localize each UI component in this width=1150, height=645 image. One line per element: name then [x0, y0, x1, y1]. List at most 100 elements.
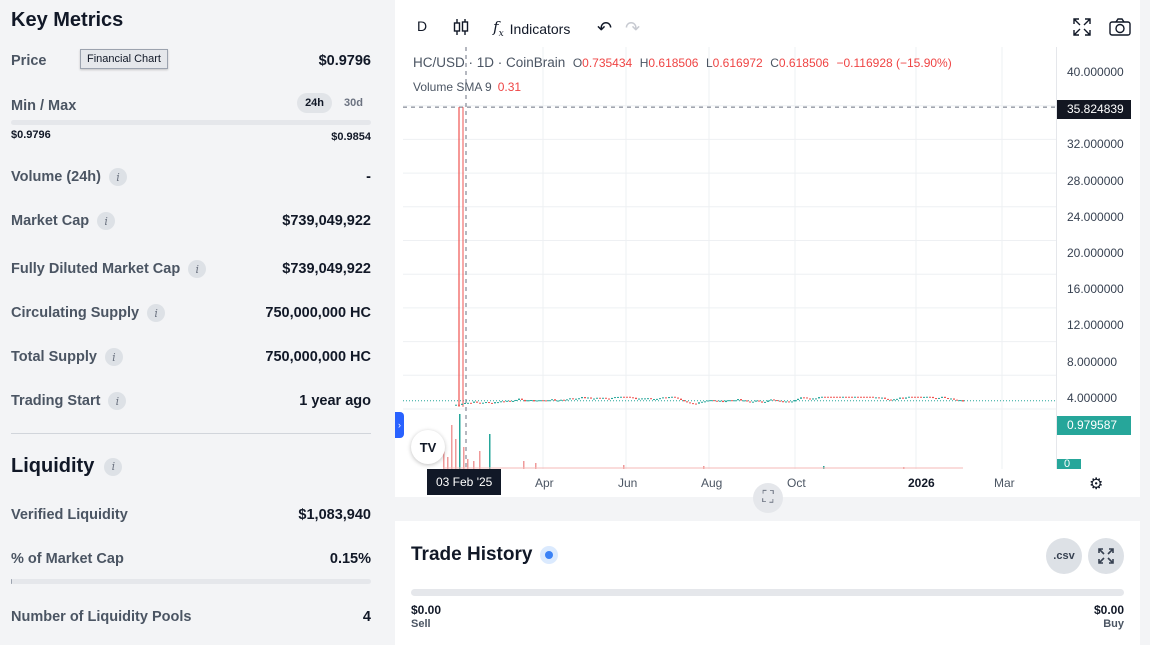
candle [875, 397, 877, 399]
fdmc-value: $739,049,922 [282, 261, 371, 277]
candle [725, 400, 727, 403]
camera-icon[interactable] [1109, 18, 1131, 36]
candle [932, 396, 934, 399]
candle [803, 397, 805, 399]
high-key: H [639, 56, 649, 70]
candle [866, 396, 868, 398]
undo-icon[interactable]: ↶ [597, 18, 613, 38]
indicators-button[interactable]: fx Indicators [493, 18, 570, 39]
key-metrics-panel: Key Metrics Price Financial Chart $0.979… [0, 0, 383, 645]
circulating-supply-label: Circulating Supply i [11, 304, 166, 322]
price-chart[interactable]: D fx Indicators ↶ ↷ HC/USD · 1D · CoinBr… [395, 0, 1140, 497]
chevron-right-icon[interactable]: › [395, 412, 404, 438]
high-value: 0.618506 [648, 56, 699, 70]
candle [581, 396, 583, 399]
price-axis[interactable]: 40.000000 35.824839 32.000000 28.000000 … [1056, 47, 1140, 470]
volume-bar [455, 439, 457, 469]
candle [872, 396, 874, 398]
pct-market-cap-label: % of Market Cap [11, 551, 124, 567]
interval-button[interactable]: D [417, 18, 428, 34]
info-icon[interactable]: i [188, 260, 207, 278]
candle [575, 398, 577, 400]
chart-plot-area[interactable] [403, 47, 1056, 469]
buy-label: Buy [1103, 618, 1124, 630]
candle [845, 396, 847, 398]
candle [785, 401, 787, 403]
candle [941, 396, 943, 398]
y-tick: 32.000000 [1067, 137, 1124, 151]
tradingview-logo[interactable]: TV [411, 430, 445, 464]
minmax-label: Min / Max [11, 98, 77, 114]
candle [488, 402, 490, 404]
low-value: 0.616972 [712, 56, 763, 70]
candle [806, 397, 808, 399]
candle [599, 397, 601, 399]
candle [653, 399, 655, 401]
volume-bar [479, 451, 481, 469]
candle [590, 397, 592, 399]
candle [911, 396, 913, 398]
settings-icon[interactable]: ⚙ [1089, 476, 1104, 493]
candle [566, 399, 568, 401]
candle [524, 399, 526, 402]
candle [881, 397, 883, 399]
info-icon[interactable]: i [108, 168, 127, 186]
low-key: L [705, 56, 713, 70]
candles-icon[interactable] [453, 18, 469, 36]
candle [464, 402, 466, 404]
range-toggle[interactable]: 24h 30d [297, 93, 371, 113]
candle [887, 398, 889, 400]
candle [734, 400, 736, 402]
candle [470, 402, 472, 404]
candle [920, 396, 922, 398]
candle [860, 396, 862, 398]
candle [620, 396, 622, 398]
candle [536, 400, 538, 402]
x-tick: Apr [535, 476, 554, 490]
candle [623, 396, 625, 398]
candle [740, 399, 742, 401]
candle [902, 397, 904, 399]
candle [611, 397, 613, 400]
market-cap-label: Market Cap i [11, 212, 116, 230]
crosshair-price-badge: 35.824839 [1057, 100, 1131, 119]
divider [11, 433, 371, 434]
candle [917, 396, 919, 398]
candle [779, 400, 781, 402]
candle [722, 400, 724, 403]
crosshair-date-badge: 03 Feb '25 [427, 469, 502, 495]
info-icon[interactable]: i [147, 304, 166, 322]
candle [626, 396, 628, 398]
price-value: $0.9796 [318, 53, 371, 69]
candle [587, 397, 589, 399]
expand-icon[interactable] [1088, 538, 1124, 574]
candle [929, 396, 931, 398]
candle [548, 400, 550, 402]
x-tick: Oct [787, 476, 806, 490]
info-icon[interactable]: i [104, 348, 123, 366]
candle [707, 400, 709, 402]
candle [500, 401, 502, 403]
volume-bar [473, 461, 475, 469]
redo-icon[interactable]: ↷ [625, 18, 641, 38]
candle [857, 396, 859, 398]
range-30d-button[interactable]: 30d [344, 97, 363, 109]
reset-chart-icon[interactable]: ⛶ [753, 483, 783, 513]
volume-badge: 0 [1057, 459, 1081, 470]
circulating-supply-value: 750,000,000 HC [265, 305, 371, 321]
range-24h-button[interactable]: 24h [297, 93, 333, 113]
info-icon[interactable]: i [104, 457, 123, 476]
fullscreen-icon[interactable] [1073, 18, 1091, 36]
candle [467, 402, 469, 404]
candle [812, 398, 814, 400]
info-icon[interactable]: i [97, 212, 116, 230]
info-icon[interactable]: i [108, 392, 127, 410]
total-supply-label: Total Supply i [11, 348, 123, 366]
csv-button[interactable]: .csv [1046, 538, 1082, 574]
candle [749, 401, 751, 403]
indicators-label: Indicators [509, 20, 571, 37]
candle [800, 397, 802, 399]
candle [962, 400, 964, 402]
candle [695, 403, 697, 405]
candle [545, 400, 547, 402]
